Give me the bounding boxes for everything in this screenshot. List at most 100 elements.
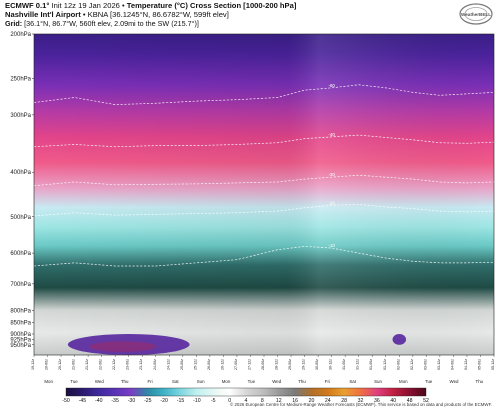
weekday-label: Sat: [172, 379, 179, 384]
header-line-1: ECMWF 0.1° Init 12z 19 Jan 2026 • Temper…: [5, 1, 405, 10]
time-tick-label: 24-12z: [166, 359, 170, 370]
weekday-axis: Mon Tue Wed Thu Fri Sat Sun Mon Tue Wed Thu Fri Sat S…: [44, 379, 483, 384]
isotherm-line: [34, 134, 494, 148]
time-tick-label: 04-12z: [464, 359, 468, 370]
pressure-tick-label: 500hPa: [10, 215, 31, 221]
colorbar-tick-label: 12: [276, 398, 282, 404]
isotherm-label: -60: [328, 83, 335, 88]
isotherm-label: -30: [328, 172, 335, 177]
copyright-footer: © 2026 European Centre for Medium-Range …: [230, 402, 492, 407]
isotherm-label: -10: [328, 243, 335, 248]
colorbar-tick-label: 8: [261, 398, 264, 404]
time-tick-label: 29-00z: [288, 359, 292, 370]
colorbar-tick-label: -35: [111, 398, 119, 404]
time-tick-label: 03-12z: [437, 359, 441, 370]
colorbar-tick-label: -10: [193, 398, 201, 404]
weekday-label: Sun: [374, 379, 382, 384]
model-name: ECMWF 0.1°: [5, 1, 50, 10]
time-tick-label: 05-12z: [491, 359, 495, 370]
colorbar-tick-label: 16: [292, 398, 298, 404]
init-time: Init 12z 19 Jan 2026 •: [49, 1, 127, 10]
pressure-tick-label: 800hPa: [10, 308, 31, 314]
colorbar-tick-label: 4: [245, 398, 248, 404]
pressure-tick-label: 925hPa: [10, 337, 31, 343]
colorbar-tick-label: -25: [144, 398, 152, 404]
weatherbell-logo: WeatherBELL: [459, 3, 493, 25]
pressure-tick-label: 950hPa: [10, 343, 31, 349]
pressure-tick-label: 700hPa: [10, 282, 31, 288]
time-tick-label: 02-12z: [410, 359, 414, 370]
colorbar-tick-label: 0: [228, 398, 231, 404]
time-tick-label: 27-12z: [247, 359, 251, 370]
weekday-label: Tue: [248, 379, 256, 384]
isotherm-line: [34, 204, 494, 217]
colorbar-ticks: -50 -45 -40 -35 -30 -25 -20 -15 -10 -5 0 4 8 12 16 20 24…: [62, 398, 429, 404]
isotherm-label: -20: [328, 200, 335, 205]
cold-pocket-layer: [67, 333, 407, 355]
time-axis: 19-12z 20-00z 20-12z 21-00z 21-12z 22-00z 22-1…: [31, 355, 495, 370]
time-tick-label: 31-00z: [342, 359, 346, 370]
colorbar-tick-label: -5: [211, 398, 216, 404]
weekday-label: Sat: [349, 379, 356, 384]
station-name: Nashville Int'l Airport: [5, 10, 81, 19]
colorbar-tick-label: 28: [341, 398, 347, 404]
time-tick-label: 24-00z: [153, 359, 157, 370]
weekday-label: Sun: [197, 379, 205, 384]
time-tick-label: 22-12z: [112, 359, 116, 370]
colorbar-tick-label: -30: [128, 398, 136, 404]
time-tick-label: 20-00z: [45, 359, 49, 370]
pressure-tick-label: 850hPa: [10, 321, 31, 327]
colorbar-tick-label: -50: [62, 398, 70, 404]
time-tick-label: 23-00z: [126, 359, 130, 370]
pressure-axis: 200hPa 250hPa 300hPa 400hPa 500hPa 600hPa 700h…: [10, 32, 34, 349]
colorbar-tick-label: -45: [79, 398, 87, 404]
weekday-label: Thu: [121, 379, 129, 384]
time-tick-label: 26-00z: [207, 359, 211, 370]
pressure-tick-label: 250hPa: [10, 77, 31, 83]
time-tick-label: 04-00z: [450, 359, 454, 370]
weekday-label: Thu: [476, 379, 484, 384]
weekday-label: Thu: [298, 379, 306, 384]
pressure-tick-label: 900hPa: [10, 332, 31, 338]
colorbar-tick-label: 20: [309, 398, 315, 404]
time-tick-label: 03-00z: [423, 359, 427, 370]
time-tick-label: 02-00z: [396, 359, 400, 370]
colorbar-tick-label: 36: [374, 398, 380, 404]
isotherm-line: [34, 84, 494, 105]
pressure-tick-label: 300hPa: [10, 113, 31, 119]
time-tick-label: 25-12z: [193, 359, 197, 370]
weekday-label: Wed: [450, 379, 460, 384]
pressure-tick-label: 400hPa: [10, 170, 31, 176]
chart-header: ECMWF 0.1° Init 12z 19 Jan 2026 • Temper…: [5, 1, 405, 28]
logo-text: WeatherBELL: [461, 12, 491, 17]
time-tick-label: 30-12z: [329, 359, 333, 370]
weekday-label: Fri: [147, 379, 152, 384]
grid-label: Grid:: [5, 19, 23, 28]
weekday-label: Fri: [325, 379, 330, 384]
weekday-label: Wed: [272, 379, 282, 384]
colorbar-tick-label: 48: [407, 398, 413, 404]
isotherm-line: [34, 174, 494, 187]
pressure-tick-label: 200hPa: [10, 32, 31, 38]
cold-pocket: [392, 333, 407, 345]
weekday-label: Wed: [95, 379, 105, 384]
colorbar-tick-label: -40: [95, 398, 103, 404]
time-tick-label: 25-00z: [180, 359, 184, 370]
header-line-2: Nashville Int'l Airport • KBNA [36.1245°…: [5, 10, 405, 19]
plot-area: -60 -40 -30 -20 -10: [34, 34, 494, 355]
temperature-field-shading: [34, 34, 494, 355]
time-tick-label: 19-12z: [31, 359, 35, 370]
colorbar-tick-label: 52: [423, 398, 429, 404]
colorbar-bar: [65, 387, 427, 397]
isotherm-label: -40: [328, 132, 335, 137]
weekday-label: Tue: [425, 379, 433, 384]
colorbar-tick-label: 32: [358, 398, 364, 404]
isotherm-line: [34, 246, 494, 267]
time-tick-label: 23-12z: [139, 359, 143, 370]
weekday-label: Mon: [44, 379, 53, 384]
pressure-tick-label: 600hPa: [10, 251, 31, 257]
time-tick-label: 01-00z: [369, 359, 373, 370]
colorbar: -50 -45 -40 -35 -30 -25 -20 -15 -10 -5 0 4 8 12 16 20 24…: [62, 387, 429, 404]
weekday-label: Mon: [222, 379, 231, 384]
